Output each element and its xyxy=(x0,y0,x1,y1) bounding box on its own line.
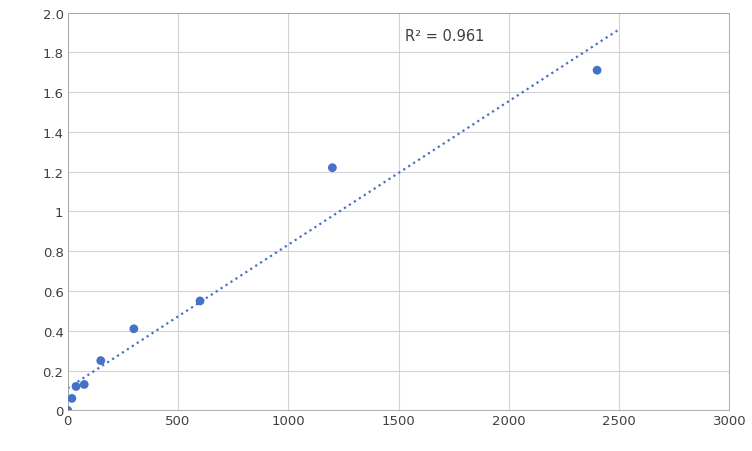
Point xyxy=(194,298,206,305)
Point xyxy=(128,326,140,333)
Point xyxy=(326,165,338,172)
Point xyxy=(66,395,78,402)
Point xyxy=(70,383,82,390)
Point xyxy=(78,381,90,388)
Text: R² = 0.961: R² = 0.961 xyxy=(405,29,484,44)
Point xyxy=(95,357,107,364)
Point xyxy=(591,68,603,75)
Point xyxy=(62,407,74,414)
